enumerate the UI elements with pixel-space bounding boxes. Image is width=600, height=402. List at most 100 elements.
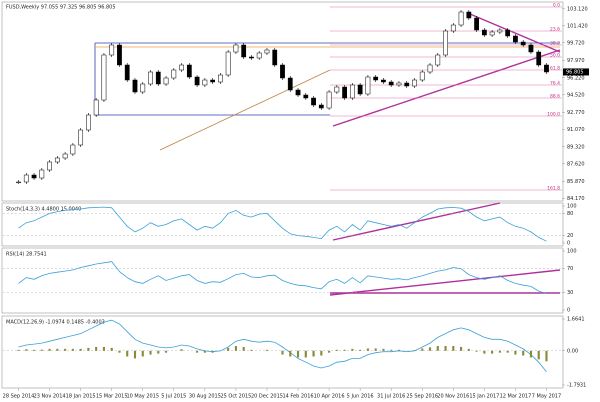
histogram-bar	[351, 348, 354, 351]
histogram-bar	[483, 350, 486, 354]
histogram-bar	[545, 350, 548, 362]
x-tick-label: 15 Mar 2015	[96, 394, 128, 400]
candle	[54, 157, 60, 163]
x-tick-label: 23 Nov 2014	[34, 394, 66, 400]
trend-line	[159, 69, 331, 151]
histogram-bar	[164, 350, 168, 353]
histogram-bar	[537, 350, 540, 360]
candle	[318, 104, 324, 109]
candle	[225, 51, 231, 76]
indicator-line	[18, 261, 547, 294]
candle	[210, 79, 216, 83]
candle	[39, 169, 45, 179]
y-tick-label: 87.620	[567, 161, 585, 167]
histogram-bar	[126, 350, 129, 357]
x-tick-label: 5 Jun 2016	[347, 394, 374, 400]
histogram-bar	[304, 350, 307, 358]
rsi-trend	[329, 269, 561, 296]
x-tick-label: 12 Mar 2017	[500, 394, 532, 400]
candle	[202, 79, 208, 86]
y-tick-label: -1.7931	[567, 383, 586, 389]
histogram-bar	[452, 345, 455, 351]
y-tick-label: 1.6641	[567, 317, 585, 323]
histogram-bar	[17, 349, 20, 351]
candle	[241, 44, 247, 58]
x-tick-label: 30 Aug 2015	[189, 394, 221, 400]
fib-label: 23.6	[550, 27, 560, 33]
candle	[536, 51, 542, 66]
candle	[497, 29, 503, 33]
y-tick-label: 89.320	[567, 144, 585, 150]
x-tick-label: 28 Sep 2014	[3, 394, 35, 400]
y-tick-label: 100	[567, 204, 577, 210]
histogram-bar	[25, 349, 28, 351]
y-tick-label: 80	[567, 211, 573, 217]
x-tick-label: 15 Jan 2017	[469, 394, 499, 400]
candle	[357, 84, 363, 95]
candle	[171, 69, 177, 79]
candle	[132, 79, 138, 93]
rsi-panel	[1, 247, 564, 314]
histogram-bar	[32, 349, 36, 351]
candle	[481, 29, 487, 36]
histogram-bar	[397, 349, 401, 351]
histogram-bar	[133, 350, 137, 359]
fib-label: 76.4	[550, 81, 560, 87]
candle	[349, 84, 355, 99]
candle	[155, 71, 161, 85]
y-tick-label: 70	[567, 266, 573, 272]
histogram-bar	[227, 347, 230, 351]
histogram-bar	[390, 349, 393, 351]
panel-title: Stoch(14,3,3) 4.4800 15.0040	[6, 207, 81, 213]
candle	[272, 49, 278, 66]
histogram-bar	[71, 348, 74, 351]
y-tick-label: 99.720	[567, 40, 585, 46]
histogram-bar	[196, 350, 199, 353]
histogram-bar	[110, 347, 113, 351]
y-tick-label: 0	[567, 308, 570, 314]
histogram-bar	[157, 350, 160, 354]
histogram-bar	[118, 350, 121, 353]
histogram-bar	[296, 350, 300, 358]
histogram-bar	[359, 349, 362, 351]
histogram-bar	[102, 346, 105, 351]
histogram-bar	[529, 350, 533, 358]
last-price-box	[563, 68, 589, 76]
candle	[404, 82, 410, 87]
indicator-line	[18, 206, 547, 242]
candle	[373, 76, 379, 81]
x-tick-label: 25 Oct 2015	[220, 394, 251, 400]
candle	[109, 44, 115, 56]
histogram-bar	[141, 350, 144, 357]
x-tick-label: 10 Apr 2016	[314, 394, 345, 400]
candle	[179, 64, 184, 71]
fib-label: 100.0	[547, 112, 560, 118]
histogram-bar	[328, 350, 331, 353]
histogram-bar	[514, 350, 517, 355]
histogram-bar	[234, 345, 237, 351]
y-tick-label: 85.870	[567, 179, 585, 185]
histogram-bar	[366, 348, 369, 351]
candle	[326, 91, 332, 109]
candle	[23, 174, 29, 183]
y-tick-label: 96.220	[567, 75, 585, 81]
y-tick-label: 101.420	[567, 23, 588, 29]
histogram-bar	[79, 348, 82, 351]
candle	[303, 94, 309, 99]
trend-line	[469, 13, 561, 53]
candle	[140, 83, 146, 93]
candle	[70, 144, 76, 155]
main-panel	[1, 1, 564, 202]
candle	[513, 35, 518, 43]
histogram-bar	[56, 348, 59, 351]
fib-label: 61.8	[550, 66, 560, 72]
candle	[163, 77, 169, 85]
candle	[443, 30, 448, 56]
y-tick-label: 20	[567, 233, 573, 239]
histogram-bar	[242, 346, 245, 351]
candle	[435, 54, 441, 66]
candle	[78, 129, 84, 146]
histogram-bar	[40, 349, 43, 351]
candle	[264, 49, 270, 54]
